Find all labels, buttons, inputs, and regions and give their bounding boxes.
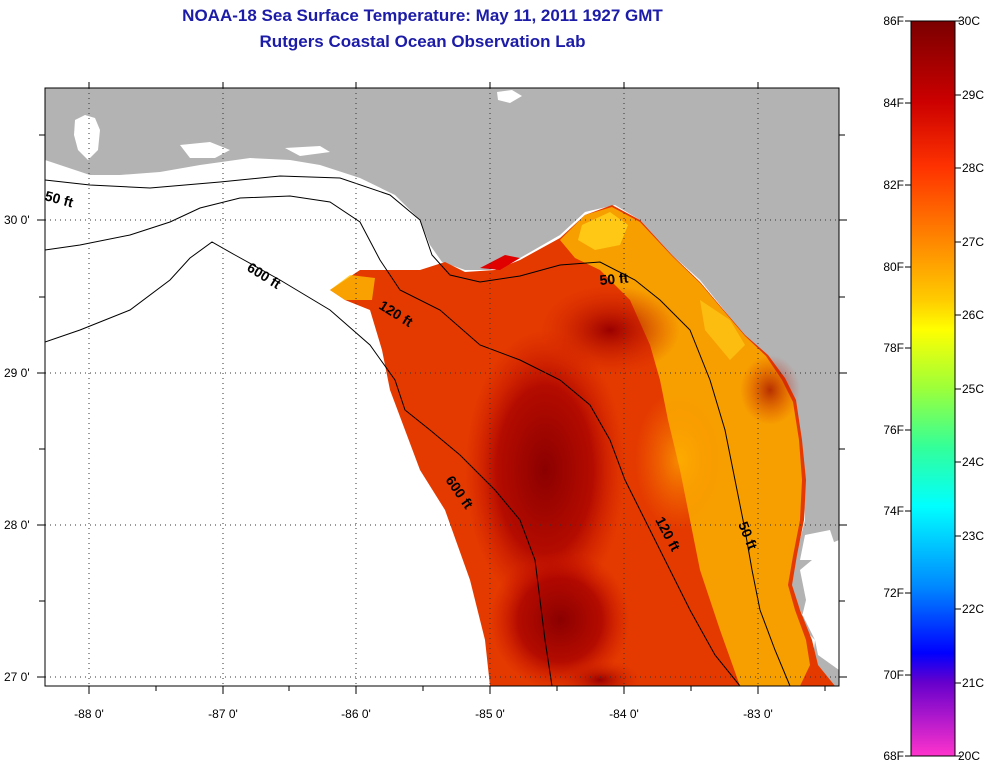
sst-hot-core [540, 285, 680, 375]
longitude-label: -85 0' [475, 707, 505, 721]
colorbar-label-f: 78F [883, 341, 904, 355]
lake [497, 90, 522, 103]
bay-inlet [180, 142, 230, 158]
sst-warm-core [635, 390, 725, 530]
colorbar-label-c: 22C [962, 602, 984, 616]
colorbar-label-c: 23C [962, 529, 984, 543]
colorbar-label-f: 80F [883, 260, 904, 274]
colorbar-label-f: 74F [883, 504, 904, 518]
longitude-label: -83 0' [743, 707, 773, 721]
latitude-label: 30 0' [4, 213, 30, 227]
sst-yellow-patch [700, 300, 745, 360]
contour-600ft [45, 241, 553, 686]
colorbar-label-f: 68F [883, 749, 904, 763]
longitude-label: -86 0' [341, 707, 371, 721]
colorbar-label-c: 24C [962, 455, 984, 469]
colorbar-label-c: 26C [962, 308, 984, 322]
colorbar-celsius-labels: 30C 29C 28C 27C 26C 25C 24C 23C 22C 21C … [958, 14, 984, 763]
colorbar-label-f: 84F [883, 96, 904, 110]
contour-label: 50 ft [43, 187, 75, 210]
map-subtitle: Rutgers Coastal Ocean Observation Lab [259, 32, 586, 51]
contour-50ft [45, 175, 791, 686]
colorbar-label-c: 27C [962, 235, 984, 249]
colorbar-fahrenheit-labels: 86F 84F 82F 80F 78F 76F 74F 72F 70F 68F [883, 14, 904, 763]
colorbar-label-c: 25C [962, 382, 984, 396]
map-title: NOAA-18 Sea Surface Temperature: May 11,… [182, 6, 663, 25]
latitude-label: 27 0' [4, 670, 30, 684]
sst-yellow-patch [578, 212, 628, 250]
sst-patch [330, 275, 375, 300]
axis-ticks [37, 82, 847, 694]
colorbar-label-f: 86F [883, 14, 904, 28]
longitude-label: -87 0' [208, 707, 238, 721]
colorbar-label-c: 29C [962, 88, 984, 102]
latitude-label: 29 0' [4, 366, 30, 380]
colorbar-label-c: 30C [958, 14, 980, 28]
sst-hot-core [490, 550, 630, 686]
bay-hot-spot [480, 255, 520, 270]
sst-hot-core [740, 355, 800, 425]
sst-hot-core [465, 330, 625, 610]
contour-120ft [45, 195, 741, 686]
colorbar-label-f: 70F [883, 668, 904, 682]
colorbar-ticks [905, 20, 961, 757]
colorbar-label-c: 20C [958, 749, 980, 763]
contour-label: 50 ft [599, 270, 629, 288]
latitude-label: 28 0' [4, 518, 30, 532]
bay-inlet [74, 115, 100, 160]
colorbar [910, 20, 956, 757]
colorbar-label-f: 82F [883, 178, 904, 192]
map-frame [44, 87, 840, 687]
land-mass [45, 88, 839, 686]
bay-inlet [800, 530, 835, 560]
bay-inlet [285, 146, 330, 156]
sst-hot-core [560, 660, 640, 686]
colorbar-label-f: 76F [883, 423, 904, 437]
longitude-label: -88 0' [74, 707, 104, 721]
colorbar-label-f: 72F [883, 586, 904, 600]
colorbar-label-c: 21C [962, 676, 984, 690]
colorbar-label-c: 28C [962, 161, 984, 175]
longitude-label: -84 0' [609, 707, 639, 721]
